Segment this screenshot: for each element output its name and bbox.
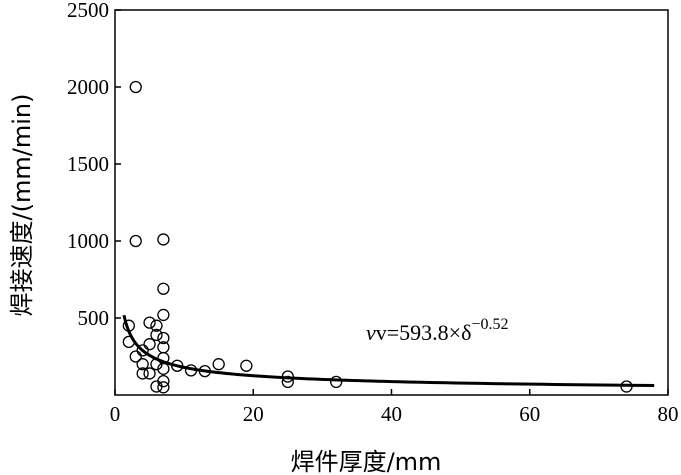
y-tick-label: 2500 — [67, 0, 109, 22]
y-tick-label: 500 — [78, 306, 110, 330]
data-point — [240, 359, 253, 372]
data-point — [198, 364, 212, 378]
data-point — [143, 367, 156, 380]
data-point — [157, 381, 170, 394]
data-point — [150, 358, 163, 371]
data-point — [136, 358, 149, 371]
data-point — [143, 316, 156, 329]
data-point — [122, 319, 135, 332]
data-point — [136, 367, 149, 380]
data-point — [143, 338, 156, 351]
y-tick-label: 1500 — [67, 152, 109, 176]
data-points — [122, 80, 633, 394]
x-tick-label: 40 — [381, 402, 402, 426]
data-point — [171, 359, 184, 372]
data-point — [129, 234, 142, 248]
x-tick-label: 60 — [519, 402, 540, 426]
data-point — [129, 80, 142, 94]
data-point — [122, 335, 135, 349]
fit-equation: vv=593.8×δ−0.52 — [366, 316, 508, 345]
x-axis-title: 焊件厚度/mm — [291, 448, 442, 475]
x-tick-label: 80 — [658, 402, 679, 426]
data-point — [184, 364, 198, 377]
data-point — [150, 328, 163, 342]
fit-exponent: −0.52 — [471, 316, 508, 333]
y-tick-label: 2000 — [67, 75, 109, 99]
data-point — [150, 319, 163, 332]
axis-tick-labels: 0 20 40 60 80 500 1000 1500 2000 2500 — [67, 0, 679, 426]
data-point — [157, 233, 170, 246]
data-point — [157, 374, 170, 388]
data-point — [212, 358, 225, 371]
data-point — [129, 350, 142, 363]
data-point — [157, 282, 170, 295]
data-point — [157, 331, 170, 345]
data-point — [157, 308, 170, 322]
data-point — [136, 344, 149, 357]
data-point — [620, 380, 633, 393]
axis-ticks — [114, 9, 669, 395]
y-tick-label: 1000 — [67, 229, 109, 253]
data-point — [281, 370, 294, 383]
data-point — [150, 380, 163, 393]
fit-equation-body: v=593.8×δ — [376, 320, 472, 345]
x-tick-label: 20 — [243, 402, 264, 426]
y-axis-title: 焊接速度/(mm/min) — [8, 94, 36, 317]
data-point — [281, 375, 294, 389]
data-point — [330, 375, 343, 389]
data-point — [157, 362, 170, 375]
x-tick-label: 0 — [110, 402, 121, 426]
